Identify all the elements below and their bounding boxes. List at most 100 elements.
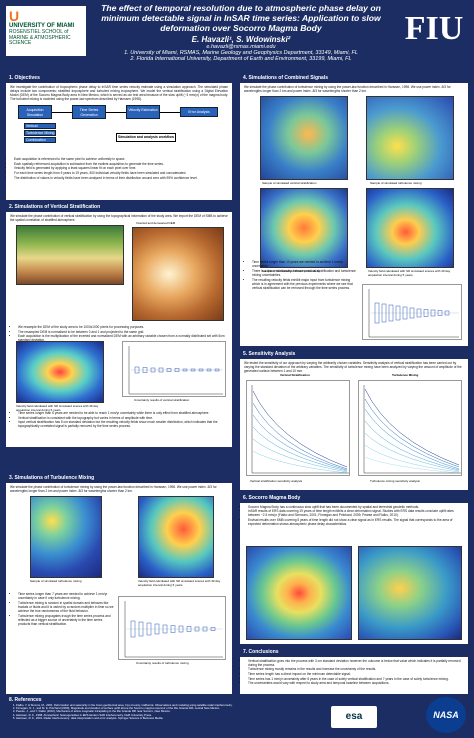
flow-step-3: Velocity Estimation xyxy=(126,105,160,120)
flow-arrow xyxy=(52,112,72,113)
sensitivity-caption-1: Vertical stratification sensitivity anal… xyxy=(250,479,303,484)
turbulence-boxplot-svg xyxy=(124,601,223,658)
poster-title: The effect of temporal resolution due to… xyxy=(101,3,381,33)
dem-map-title: Inverted and demeaned DEM xyxy=(136,221,176,226)
ers-velocity-map xyxy=(246,546,352,640)
objectives-bullets: Each acquisition is referenced to the sa… xyxy=(6,155,232,182)
turbulence-map xyxy=(30,496,102,578)
turbulence-bullets: Time series longer than 7 years are need… xyxy=(10,592,114,627)
sensitivity-panel: 5. Sensitivity Analysis We tested the se… xyxy=(240,350,468,490)
socorro-panel: 6. Socorro Magma Body Socorro Magma Body… xyxy=(240,494,468,644)
workflow-diagram: Acquisition Simulation Time Series Gener… xyxy=(6,103,232,155)
sensitivity-plot1-title: Vertical Stratification xyxy=(280,373,310,378)
stratification-text: We simulate the phase contribution of ve… xyxy=(10,213,228,222)
bullet: Input vertical stratification has 5 cm s… xyxy=(18,420,228,428)
reference-item: Fialko, Y. & Simons, M., 2001. Deformati… xyxy=(16,703,326,707)
turbulence-velocity-caption: Velocity field calculated with SD simula… xyxy=(138,579,228,588)
esa-logo: esa xyxy=(331,706,377,728)
bullet: There is a linear relationship between v… xyxy=(252,269,356,277)
bullet: Velocity field is generated by applying … xyxy=(14,166,228,170)
bullet: Each acquisition is referenced to the sa… xyxy=(14,157,228,161)
bullet: For each time series length from 5 years… xyxy=(14,171,228,175)
um-school: ROSENSTIEL SCHOOL of MARINE & ATMOSPHERI… xyxy=(9,28,71,47)
stratification-bullets: We resample the DEM of the study area to… xyxy=(10,325,228,343)
stratification-heading: 2. Simulations of Vertical Stratificatio… xyxy=(6,203,232,212)
combined-velocity-map xyxy=(366,188,454,268)
strat-velocity-map xyxy=(16,341,104,403)
combined-caption-3: Sample of simulated combined phase delay xyxy=(262,269,321,274)
strat-boxplot-svg xyxy=(128,346,223,395)
combined-caption-4: Velocity field calculated with SD simula… xyxy=(368,269,458,278)
bullet: Each spatially referenced acquisition is… xyxy=(14,162,228,166)
conclusions-panel: 7. Conclusions Vertical stratification g… xyxy=(240,648,468,694)
sensitivity-strat-plot xyxy=(246,380,350,476)
sensitivity-heading: 5. Sensitivity Analysis xyxy=(240,350,468,359)
turbulence-panel: 3. Simulations of Turbulence Mixing We s… xyxy=(6,474,232,694)
combined-boxplot-svg xyxy=(368,289,459,338)
bullet: Time series length has a direct impact o… xyxy=(248,672,464,676)
flow-sub-3: Combination xyxy=(24,137,56,144)
bullet: Vertical stratification goes into the pr… xyxy=(248,659,464,667)
sensitivity-turb-svg xyxy=(363,385,461,474)
inverted-dem-map xyxy=(132,227,224,321)
affiliation-1: 1. University of Miami, RSMAS, Marine Ge… xyxy=(124,50,358,57)
strat-velocity-caption: Velocity field calculated with SD simula… xyxy=(16,404,106,413)
bullet: Time series longer than 6 years are need… xyxy=(18,411,228,415)
flow-arrow xyxy=(160,112,180,113)
combined-uncertainty-plot xyxy=(362,284,462,340)
flow-sub-2: Turbulence Mixing xyxy=(24,130,56,137)
envisat-velocity-map xyxy=(358,546,462,640)
sensitivity-caption-2: Turbulence mixing sensitivity analysis xyxy=(370,479,420,484)
bullet: Turbulence mixing mostly remains in the … xyxy=(248,667,464,671)
bullet: Socorro Magma Body has a continuous slow… xyxy=(248,505,464,509)
reference-item: Hanssen, R. F., 1998. Atmospheric hetero… xyxy=(16,713,326,717)
conclusions-bullets: Vertical stratification goes into the pr… xyxy=(240,657,468,688)
flow-arrow xyxy=(106,112,126,113)
sensitivity-text: We tested the sensitivity of our approac… xyxy=(244,360,462,373)
bullet: Time series longer than 7 years are need… xyxy=(18,592,114,600)
sensitivity-turb-plot xyxy=(358,380,462,476)
bullet: The distribution of values in velocity f… xyxy=(14,176,228,180)
combined-panel: 4. Simulations of Combined Signals We si… xyxy=(240,74,468,346)
um-symbol: U xyxy=(9,8,20,24)
bullet: The resulting velocity fields exhibit ma… xyxy=(252,278,356,290)
authors: E. Havazli¹, S. Wdowinski² xyxy=(191,34,291,44)
turbulence-map-caption: Sample of simulated turbulence mixing xyxy=(30,579,82,584)
bullet: Vertical stratification is consistent wi… xyxy=(18,416,228,420)
bullet: Each acquisition is the multiplication o… xyxy=(18,334,228,342)
bullet: Time series longer than 10 years are nee… xyxy=(252,260,356,268)
turbulence-velocity-map xyxy=(138,496,214,578)
reference-item: Hanssen, R. F., 2001. Radar interferomet… xyxy=(16,716,326,720)
university-of-miami-logo: U UNIVERSITY OF MIAMI ROSENSTIEL SCHOOL … xyxy=(6,6,86,56)
poster-header: U UNIVERSITY OF MIAMI ROSENSTIEL SCHOOL … xyxy=(0,0,474,70)
references-heading: 8. References xyxy=(9,697,42,703)
bullet: Time series has 1 mm/yr uncertainty afte… xyxy=(248,677,464,681)
objectives-heading: 1. Objectives xyxy=(6,74,232,83)
combined-bullets: Time series longer than 10 years are nee… xyxy=(244,260,356,291)
workflow-label: Simulation and analysis workflow xyxy=(116,133,177,142)
objectives-text: We investigate the contribution of tropo… xyxy=(10,84,228,101)
strat-plot-caption: Uncertainty results of vertical stratifi… xyxy=(134,398,190,403)
turbulence-text: We simulate the phase contribution of tu… xyxy=(10,484,217,493)
email: e.havazli@rsmas.miami.edu xyxy=(206,43,276,50)
combined-heading: 4. Simulations of Combined Signals xyxy=(240,74,468,83)
bullet: We resample the DEM of the study area to… xyxy=(18,325,228,329)
combined-turb-map xyxy=(366,96,454,180)
turbulence-heading: 3. Simulations of Turbulence Mixing xyxy=(6,474,232,483)
sensitivity-strat-svg xyxy=(251,385,349,474)
references-panel: 8. References Fialko, Y. & Simons, M., 2… xyxy=(6,697,326,735)
reference-item: Pearse, J., and Y. Fialko (2010), Mechan… xyxy=(16,709,326,713)
strat-uncertainty-plot xyxy=(122,341,226,397)
combined-text: We simulate the phase contribution of tu… xyxy=(244,84,451,93)
bullet: Envisat results over SMB covering 5 year… xyxy=(248,518,464,526)
combined-caption-2: Sample of simulated turbulence mixing xyxy=(370,181,422,186)
stratification-panel: 2. Simulations of Vertical Stratificatio… xyxy=(6,203,232,447)
affiliation-2: 2. Florida International University, Dep… xyxy=(130,56,352,63)
objectives-panel: 1. Objectives We investigate the contrib… xyxy=(6,74,232,200)
bullet: Turbulence mixing propagates trough the … xyxy=(18,614,114,626)
reference-item: Finnegan, N. J., and M. E. Pritchard (20… xyxy=(16,706,326,710)
flow-step-1: Acquisition Simulation xyxy=(18,105,52,120)
flow-step-4: Error Analysis xyxy=(180,107,218,118)
bullet: Turbulence mixing is random in spatial d… xyxy=(18,601,114,613)
combined-phase-map xyxy=(260,188,348,268)
